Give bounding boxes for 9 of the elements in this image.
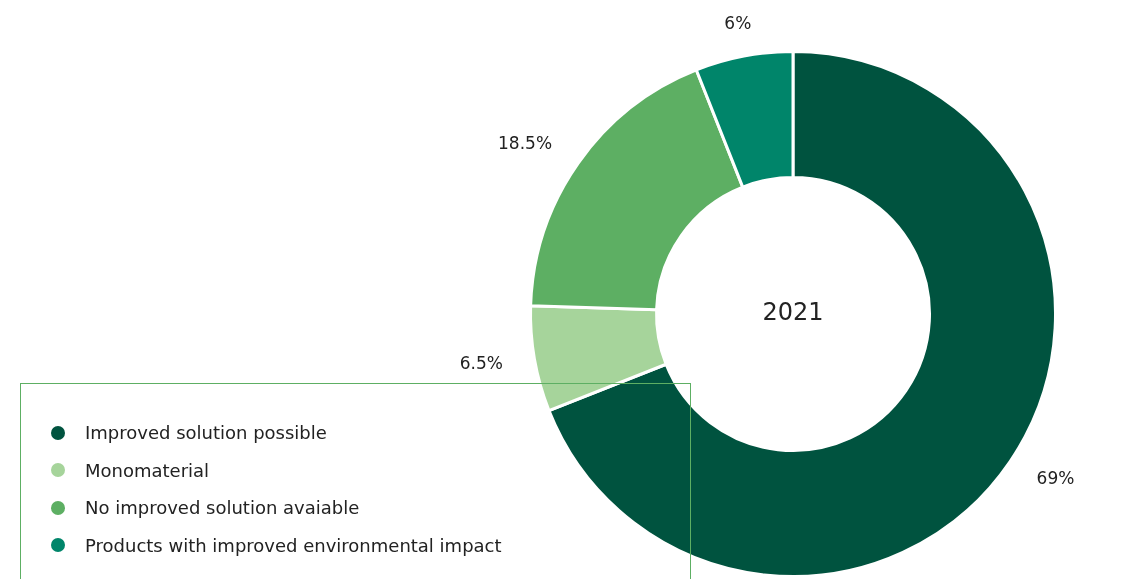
- data-label: 18.5%: [498, 133, 553, 154]
- data-label: 69%: [1036, 467, 1075, 488]
- text: 2021: [762, 298, 824, 327]
- legend-label: Improved solution possible: [85, 422, 327, 444]
- legend-label: No improved solution avaiable: [85, 497, 360, 519]
- legend-label: Products with improved environmental impact: [85, 534, 502, 556]
- legend-label: Monomaterial: [85, 459, 210, 481]
- data-label: 6.5%: [459, 353, 503, 374]
- data-label: 6%: [724, 13, 752, 34]
